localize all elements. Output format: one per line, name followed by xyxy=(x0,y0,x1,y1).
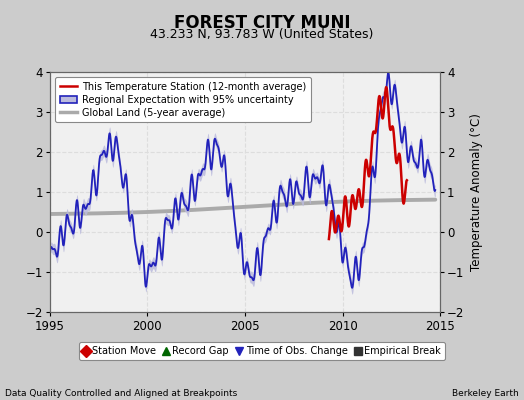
Y-axis label: Temperature Anomaly (°C): Temperature Anomaly (°C) xyxy=(470,113,483,271)
Text: FOREST CITY MUNI: FOREST CITY MUNI xyxy=(174,14,350,32)
Legend: Station Move, Record Gap, Time of Obs. Change, Empirical Break: Station Move, Record Gap, Time of Obs. C… xyxy=(79,342,445,360)
Text: Berkeley Earth: Berkeley Earth xyxy=(452,389,519,398)
Text: Data Quality Controlled and Aligned at Breakpoints: Data Quality Controlled and Aligned at B… xyxy=(5,389,237,398)
Text: 43.233 N, 93.783 W (United States): 43.233 N, 93.783 W (United States) xyxy=(150,28,374,41)
Legend: This Temperature Station (12-month average), Regional Expectation with 95% uncer: This Temperature Station (12-month avera… xyxy=(54,77,311,122)
